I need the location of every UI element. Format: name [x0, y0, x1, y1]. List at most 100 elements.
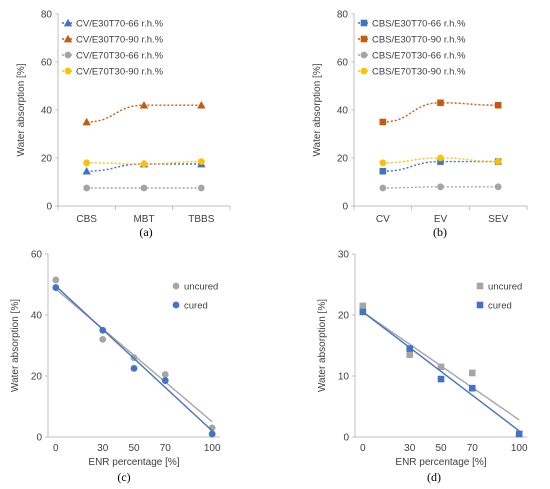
data-point [359, 302, 367, 310]
legend-label: uncured [488, 282, 522, 293]
data-point [161, 371, 169, 378]
series-3 [83, 184, 205, 192]
data-point [99, 336, 107, 343]
legend-label: CBS/E70T30-90 r.h.% [372, 67, 466, 78]
x-tick-label: 50 [435, 443, 447, 454]
data-point [99, 326, 107, 334]
y-tick-label: 20 [337, 154, 349, 165]
panel-caption: (b) [433, 225, 447, 239]
data-point [468, 369, 476, 377]
data-point [140, 160, 148, 168]
data-point [437, 154, 444, 162]
panel-caption: (d) [427, 470, 441, 484]
y-axis-title: Water absorption [%] [16, 63, 27, 156]
y-axis-title: Water absorption [%] [317, 299, 328, 392]
x-tick-label: 50 [128, 443, 140, 454]
legend-label: CV/E30T70-66 r.h.% [76, 19, 164, 30]
data-point [468, 384, 476, 392]
data-point [197, 184, 205, 192]
y-tick-label: 20 [338, 311, 350, 322]
y-tick-label: 20 [31, 372, 43, 383]
y-tick-label: 60 [337, 58, 349, 69]
legend-marker [360, 67, 368, 75]
data-point [494, 101, 502, 109]
data-point [52, 284, 60, 291]
data-point [82, 117, 91, 126]
data-point [437, 363, 445, 371]
legend-marker [63, 18, 73, 27]
legend-marker [172, 301, 180, 309]
legend-label: CBS/E30T70-90 r.h.% [372, 35, 466, 46]
y-tick-label: 60 [31, 250, 43, 261]
y-tick-label: 0 [343, 433, 349, 444]
legend-label: CV/E70T30-66 r.h.% [76, 51, 164, 62]
legend-marker [476, 282, 484, 290]
y-tick-label: 40 [31, 311, 43, 322]
y-tick-label: 80 [41, 10, 53, 21]
legend-label: CBS/E70T30-66 r.h.% [372, 51, 466, 62]
chart-panel-2: 0 20 40 60 80 CV EV SEV Water absorption [%] CBS/… [312, 10, 528, 239]
x-tick-label: CV [376, 214, 390, 225]
x-axis-title: ENR percentage [%] [395, 457, 486, 468]
y-tick-label: 60 [41, 58, 53, 69]
legend-marker [63, 34, 73, 43]
y-tick-label: 30 [338, 250, 350, 261]
data-point [52, 276, 60, 284]
legend-item: cured [172, 301, 208, 312]
x-tick-label: TBBS [188, 214, 214, 225]
legend-item: CV/E30T70-90 r.h.% [62, 35, 164, 46]
series-1 [359, 302, 523, 438]
y-tick-label: 10 [338, 372, 350, 383]
legend-item: CBS/E70T30-90 r.h.% [358, 67, 466, 78]
x-tick-label: 100 [204, 443, 221, 454]
y-tick-label: 20 [41, 154, 53, 165]
data-point [140, 184, 148, 192]
x-tick-label: 0 [53, 443, 59, 454]
legend-marker [360, 51, 368, 59]
data-point [494, 183, 502, 191]
x-tick-label: MBT [133, 214, 154, 225]
x-tick-label: CBS [76, 214, 97, 225]
legend-item: uncured [172, 282, 218, 293]
data-point [437, 158, 444, 165]
legend-label: CBS/E30T70-66 r.h.% [372, 19, 466, 30]
data-point [515, 430, 523, 438]
legend-item: uncured [476, 282, 522, 293]
data-point [83, 159, 91, 167]
data-point [359, 308, 367, 316]
x-tick-label: 70 [160, 443, 172, 454]
series-4 [83, 158, 205, 168]
data-point [379, 167, 387, 175]
data-point [437, 99, 444, 107]
chart-panel-1: 0 20 40 60 80 CBS MBT TBBS Water absorption [%] C… [16, 10, 231, 239]
legend-marker [476, 301, 484, 309]
y-tick-label: 40 [337, 106, 349, 117]
series-2 [52, 284, 216, 438]
data-point [83, 184, 91, 192]
data-point [161, 377, 169, 384]
y-tick-label: 0 [342, 202, 348, 213]
legend-item: CBS/E70T30-66 r.h.% [358, 51, 466, 62]
x-axis-title: ENR percentage [%] [88, 457, 179, 468]
x-tick-label: SEV [488, 214, 508, 225]
y-tick-label: 40 [41, 106, 53, 117]
data-point [379, 184, 387, 192]
legend-item: CV/E30T70-66 r.h.% [62, 19, 164, 30]
legend: CV/E30T70-66 r.h.% CV/E30T70-90 r.h.% CV/E… [62, 19, 164, 78]
data-point [437, 183, 444, 191]
y-tick-label: 0 [46, 202, 52, 213]
legend-marker [64, 51, 72, 59]
series-4 [379, 154, 502, 167]
data-point [130, 364, 138, 372]
x-tick-label: 30 [404, 443, 416, 454]
series-2 [359, 308, 523, 438]
data-point [494, 158, 502, 166]
legend-item: CBS/E30T70-90 r.h.% [358, 35, 466, 46]
legend-marker [360, 35, 368, 43]
legend-marker [64, 67, 72, 75]
series-2 [82, 101, 206, 126]
y-axis-title: Water absorption [%] [312, 63, 323, 156]
data-point [437, 375, 445, 383]
data-point [406, 351, 414, 358]
data-point [139, 101, 149, 109]
